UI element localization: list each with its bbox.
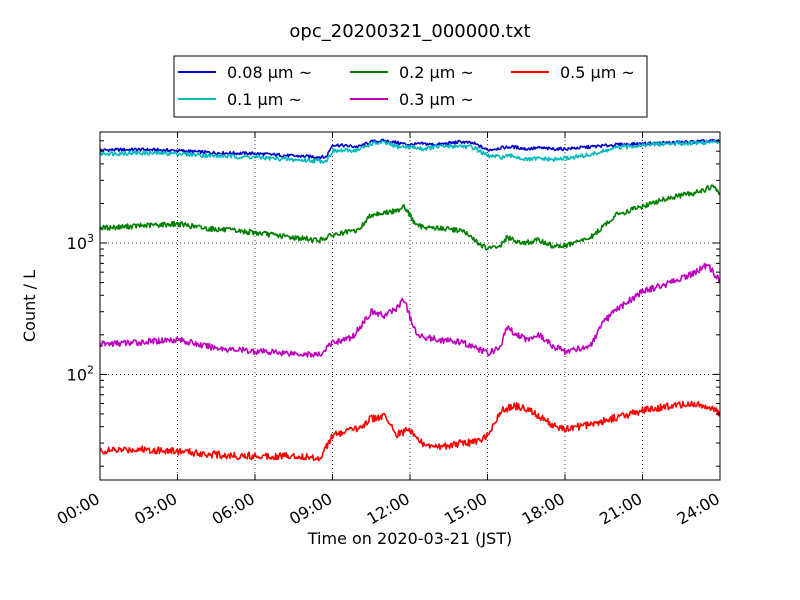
legend-label-0.3: 0.3 μm ~: [399, 90, 474, 109]
y-tick-label: 103: [67, 232, 94, 253]
x-axis-label: Time on 2020-03-21 (JST): [307, 529, 512, 548]
series-line-0.2: [99, 184, 721, 251]
grid: [100, 132, 720, 480]
legend-label-0.1: 0.1 μm ~: [227, 90, 302, 109]
series-line-0.1: [99, 139, 721, 164]
y-tick-label: 102: [67, 363, 94, 384]
series-line-0.3: [99, 262, 721, 358]
legend-label-0.08: 0.08 μm ~: [227, 63, 312, 82]
legend-label-0.5: 0.5 μm ~: [560, 63, 635, 82]
legend-box: [173, 55, 648, 118]
legend: 0.08 μm ~ 0.1 μm ~ 0.2 μm ~ 0.3 μm ~ 0.5 μm …: [173, 55, 648, 118]
y-axis-label: Count / L: [20, 270, 39, 342]
series-line-0.5: [99, 400, 721, 462]
legend-label-0.2: 0.2 μm ~: [399, 63, 474, 82]
series-layer: [99, 138, 721, 462]
chart-title: opc_20200321_000000.txt: [289, 21, 530, 42]
